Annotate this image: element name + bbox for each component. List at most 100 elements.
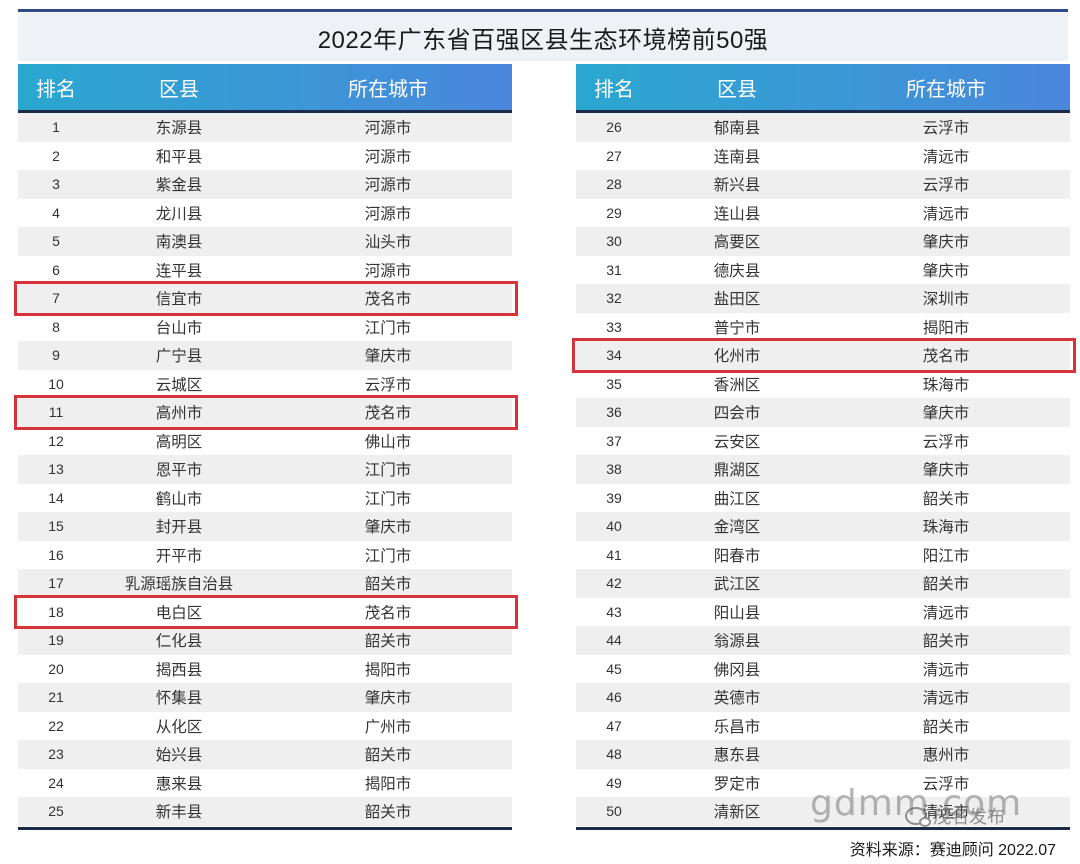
county-cell: 信宜市: [155, 291, 203, 309]
rank-cell: 46: [606, 689, 622, 706]
county-cell: 紫金县: [155, 177, 203, 195]
table-row: 35 香洲区 珠海市: [576, 369, 1070, 398]
table-row: 21 怀集县 肇庆市: [18, 683, 512, 712]
county-cell: 连山县: [713, 205, 761, 223]
city-cell: 肇庆市: [922, 262, 970, 280]
city-cell: 肇庆市: [364, 690, 412, 708]
city-cell: 广州市: [364, 718, 412, 736]
city-cell: 揭阳市: [364, 661, 412, 679]
table-row: 33 普宁市 揭阳市: [576, 312, 1070, 341]
county-cell: 连南县: [713, 148, 761, 166]
rank-cell: 20: [48, 660, 64, 677]
city-cell: 肇庆市: [364, 519, 412, 537]
rank-cell: 23: [48, 746, 64, 763]
table-row: 5 南澳县 汕头市: [18, 227, 512, 256]
rank-cell: 49: [606, 774, 622, 791]
city-cell: 肇庆市: [922, 234, 970, 252]
rank-cell: 30: [606, 233, 622, 250]
county-cell: 龙川县: [155, 205, 203, 223]
city-cell: 清远市: [922, 804, 970, 822]
rank-cell: 38: [606, 461, 622, 478]
city-cell: 茂名市: [364, 291, 412, 309]
city-cell: 珠海市: [922, 519, 970, 537]
table-row: 36 四会市 肇庆市: [576, 398, 1070, 427]
city-cell: 肇庆市: [922, 462, 970, 480]
table-row: 2 和平县 河源市: [18, 141, 512, 170]
city-cell: 江门市: [364, 462, 412, 480]
rank-cell: 36: [606, 404, 622, 421]
county-cell: 云安区: [713, 433, 761, 451]
rank-cell: 45: [606, 660, 622, 677]
rank-cell: 5: [52, 233, 60, 250]
table-header: 排名 区县 所在城市: [18, 64, 512, 113]
county-cell: 开平市: [155, 547, 203, 565]
rank-cell: 24: [48, 774, 64, 791]
rank-cell: 9: [52, 347, 60, 364]
rank-cell: 16: [48, 546, 64, 563]
table-row: 44 翁源县 韶关市: [576, 626, 1070, 655]
table-row: 32 盐田区 深圳市: [576, 284, 1070, 313]
city-cell: 云浮市: [922, 433, 970, 451]
table-body: 26 郁南县 云浮市 27 连南县 清远市 28 新兴县 云浮市 29 连山县 清远市 30 高要区 肇庆市…: [576, 113, 1070, 826]
county-cell: 惠来县: [155, 775, 203, 793]
city-cell: 韶关市: [922, 718, 970, 736]
rank-cell: 41: [606, 546, 622, 563]
table-row: 45 佛冈县 清远市: [576, 654, 1070, 683]
rank-cell: 50: [606, 803, 622, 820]
rank-cell: 1: [52, 119, 60, 136]
table-row: 22 从化区 广州市: [18, 711, 512, 740]
rank-cell: 47: [606, 717, 622, 734]
county-cell: 鹤山市: [155, 490, 203, 508]
city-cell: 河源市: [364, 205, 412, 223]
county-cell: 罗定市: [713, 775, 761, 793]
table-row: 6 连平县 河源市: [18, 255, 512, 284]
header-city: 所在城市: [348, 78, 428, 101]
rank-cell: 42: [606, 575, 622, 592]
table-bottom-rule: [18, 826, 512, 830]
table-row: 46 英德市 清远市: [576, 683, 1070, 712]
city-cell: 惠州市: [922, 747, 970, 765]
rank-cell: 17: [48, 575, 64, 592]
rank-cell: 14: [48, 489, 64, 506]
county-cell: 高要区: [713, 234, 761, 252]
city-cell: 韶关市: [364, 633, 412, 651]
city-cell: 深圳市: [922, 291, 970, 309]
city-cell: 肇庆市: [922, 405, 970, 423]
table-row: 10 云城区 云浮市: [18, 369, 512, 398]
rank-cell: 35: [606, 375, 622, 392]
city-cell: 江门市: [364, 547, 412, 565]
rank-cell: 18: [48, 603, 64, 620]
table-row: 4 龙川县 河源市: [18, 198, 512, 227]
city-cell: 珠海市: [922, 376, 970, 394]
table-row: 31 德庆县 肇庆市: [576, 255, 1070, 284]
rank-cell: 2: [52, 147, 60, 164]
table-row: 14 鹤山市 江门市: [18, 483, 512, 512]
city-cell: 云浮市: [364, 376, 412, 394]
county-cell: 怀集县: [155, 690, 203, 708]
county-cell: 广宁县: [155, 348, 203, 366]
header-county: 区县: [159, 78, 199, 101]
city-cell: 清远市: [922, 205, 970, 223]
county-cell: 电白区: [155, 604, 203, 622]
city-cell: 云浮市: [922, 177, 970, 195]
table-header: 排名 区县 所在城市: [576, 64, 1070, 113]
table-row: 12 高明区 佛山市: [18, 426, 512, 455]
table-row: 48 惠东县 惠州市: [576, 740, 1070, 769]
city-cell: 茂名市: [364, 405, 412, 423]
rank-cell: 32: [606, 290, 622, 307]
table-row: 37 云安区 云浮市: [576, 426, 1070, 455]
city-cell: 韶关市: [922, 633, 970, 651]
rank-cell: 11: [48, 404, 64, 421]
rank-cell: 48: [606, 746, 622, 763]
county-cell: 四会市: [713, 405, 761, 423]
county-cell: 高州市: [155, 405, 203, 423]
table-row: 18 电白区 茂名市: [18, 597, 512, 626]
rank-cell: 31: [606, 261, 622, 278]
city-cell: 河源市: [364, 262, 412, 280]
county-cell: 仁化县: [155, 633, 203, 651]
table-row: 23 始兴县 韶关市: [18, 740, 512, 769]
table-row: 26 郁南县 云浮市: [576, 113, 1070, 142]
county-cell: 揭西县: [155, 661, 203, 679]
table-row: 40 金湾区 珠海市: [576, 512, 1070, 541]
county-cell: 英德市: [713, 690, 761, 708]
